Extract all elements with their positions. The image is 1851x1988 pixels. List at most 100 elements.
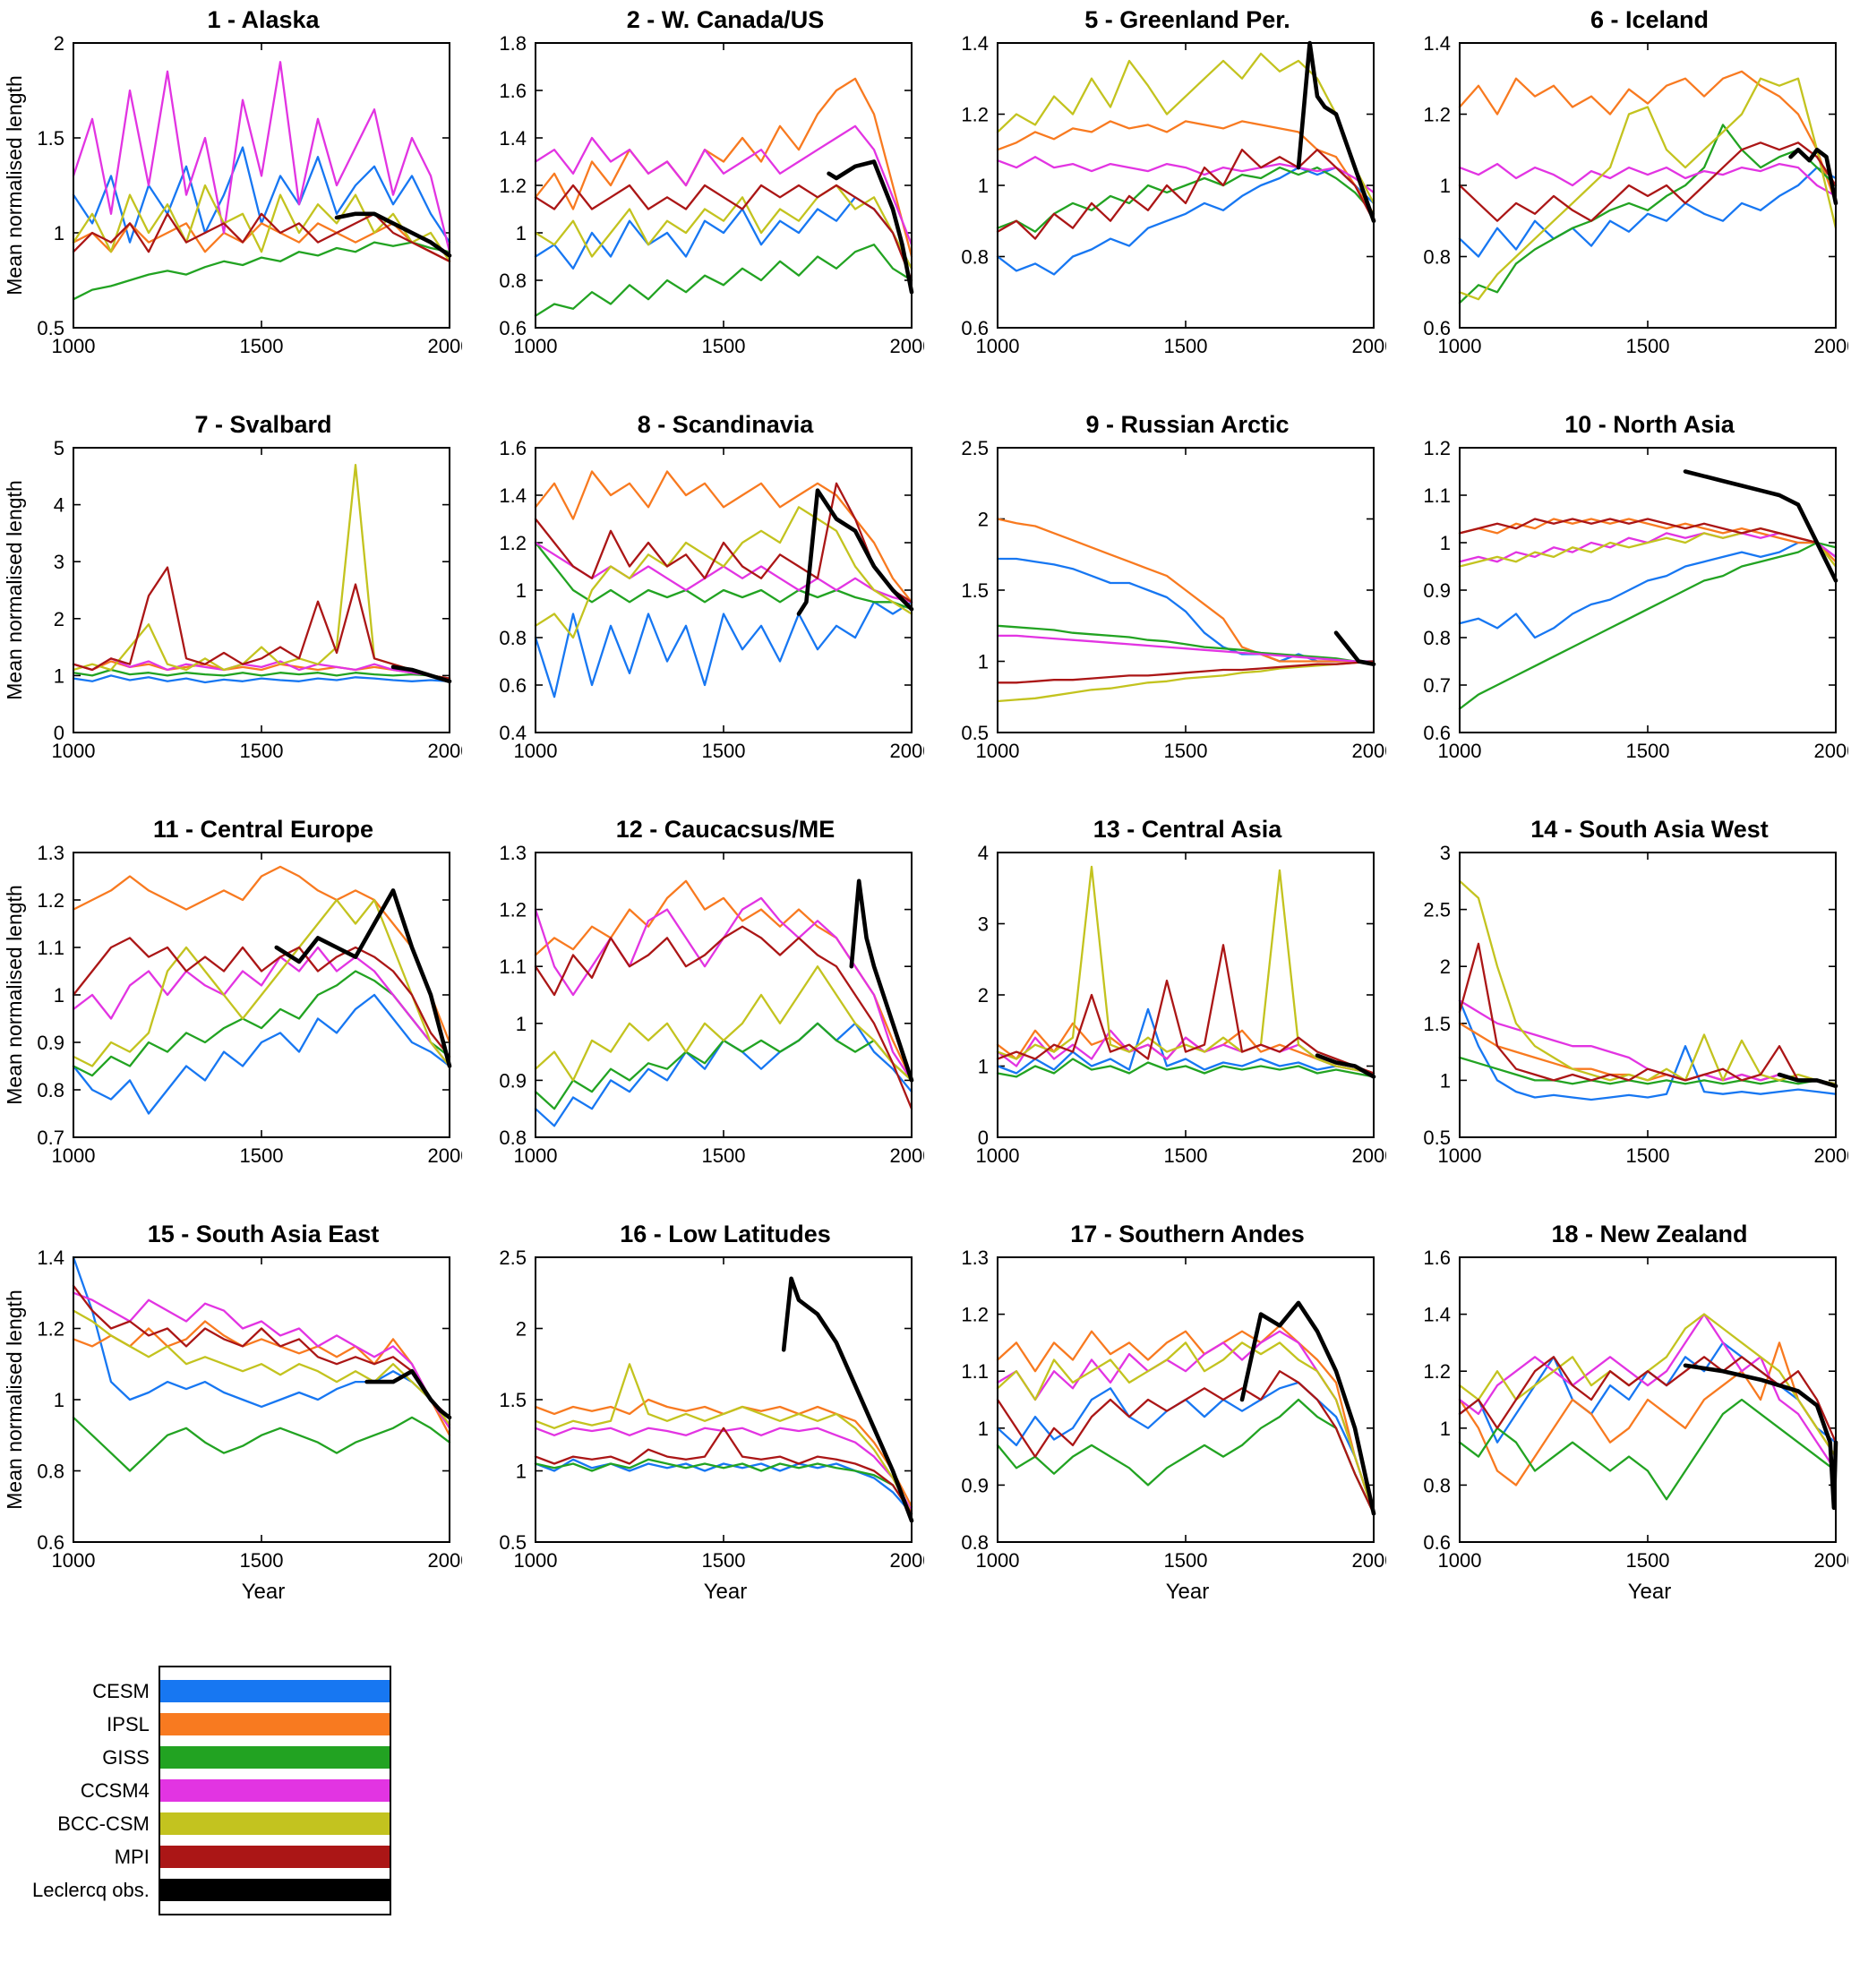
- y-tick-label: 1: [978, 1418, 989, 1440]
- y-tick-label: 2: [1440, 955, 1451, 978]
- y-tick-label: 0.5: [499, 1531, 527, 1554]
- y-tick-label: 0.5: [1423, 1127, 1451, 1149]
- series-line-ccsm4: [1458, 162, 1838, 198]
- series-line-giss: [72, 1416, 451, 1472]
- subplot-8-scandinavia: 8 - Scandinavia 0.4 0.6 0.8 1 1.2 1.4 1.6 1000 15…: [467, 408, 930, 813]
- series-line-bcc-csm: [534, 965, 913, 1082]
- series-line-ccsm4: [72, 657, 451, 680]
- series-line-cesm: [1458, 541, 1838, 639]
- series-line-leclercq-obs: [1777, 1072, 1838, 1089]
- x-tick-label: 1000: [514, 1144, 558, 1167]
- y-tick-label: 0.7: [1423, 674, 1451, 697]
- y-tick-label: 1.8: [499, 36, 527, 55]
- y-tick-label: 1.2: [37, 1318, 64, 1341]
- x-tick-label: 2000: [1352, 1144, 1386, 1167]
- y-tick-label: 0.5: [37, 317, 64, 339]
- series-line-ccsm4: [534, 124, 913, 246]
- series-line-mpi: [996, 149, 1375, 240]
- y-tick-label: 0.8: [1423, 627, 1451, 649]
- series-line-mpi: [72, 1284, 451, 1419]
- y-tick-label: 1.2: [499, 175, 527, 197]
- series-line-giss: [1458, 1398, 1838, 1501]
- y-axis-label: Mean normalised length: [5, 75, 26, 295]
- y-tick-label: 0.8: [961, 246, 989, 269]
- y-axis-label: Mean normalised length: [5, 885, 26, 1104]
- series-line-ipsl: [996, 120, 1375, 215]
- series-line-giss: [1458, 124, 1838, 304]
- series-line-ipsl: [72, 865, 451, 1044]
- legend-label: CESM: [92, 1680, 150, 1702]
- series-line-leclercq-obs: [849, 878, 914, 1083]
- y-axis-label: Mean normalised length: [5, 480, 26, 699]
- series-line-ipsl: [534, 470, 913, 604]
- x-tick-label: 2000: [1814, 1549, 1848, 1572]
- y-tick-label: 1.2: [499, 899, 527, 921]
- panel-title: 7 - Svalbard: [194, 411, 332, 438]
- series-line-leclercq-obs: [1683, 1363, 1838, 1511]
- y-tick-label: 1: [516, 579, 527, 602]
- plot-area: 0 1 2 3 4 5 1000 1500 2000 Mean normalised length: [5, 441, 462, 762]
- series-line-leclercq-obs: [1788, 147, 1838, 206]
- y-tick-label: 1: [516, 1013, 527, 1035]
- y-tick-label: 0.8: [1423, 1474, 1451, 1496]
- y-tick-label: 0.6: [499, 317, 527, 339]
- y-tick-label: 0.8: [37, 1461, 64, 1483]
- y-tick-label: 1.4: [1423, 1304, 1451, 1326]
- series-line-giss: [996, 1058, 1375, 1078]
- series-line-mpi: [534, 482, 913, 604]
- series-line-bcc-csm: [1458, 879, 1838, 1085]
- series-line-mpi: [534, 184, 913, 282]
- plot-area: 0.6 0.8 1 1.2 1.4 1.6 1000 1500 2000: [1423, 1250, 1848, 1572]
- x-tick-label: 1500: [1164, 1144, 1208, 1167]
- legend-swatch-bcc-csm: [159, 1812, 390, 1835]
- panel-title: 18 - New Zealand: [1551, 1221, 1748, 1247]
- y-tick-label: 2.5: [499, 1250, 527, 1269]
- series-line-mpi: [534, 1427, 913, 1515]
- series-line-mpi: [72, 212, 451, 262]
- y-tick-label: 1.4: [1423, 36, 1451, 55]
- y-tick-label: 0.7: [37, 1127, 64, 1149]
- x-tick-label: 1000: [1438, 1144, 1482, 1167]
- y-tick-label: 0.6: [1423, 722, 1451, 744]
- y-tick-label: 1: [978, 1056, 989, 1078]
- y-tick-label: 0.6: [37, 1531, 64, 1554]
- y-tick-label: 1.6: [1423, 1250, 1451, 1269]
- y-tick-label: 1.1: [499, 955, 527, 978]
- subplot-6-iceland: 6 - Iceland 0.6 0.8 1 1.2 1.4 1000 1500 2000: [1392, 4, 1851, 408]
- series-line-leclercq-obs: [796, 488, 914, 616]
- series-line-ipsl: [996, 518, 1375, 665]
- y-tick-label: 1.1: [961, 1360, 989, 1383]
- legend-label: GISS: [102, 1746, 150, 1769]
- y-tick-label: 1.3: [37, 845, 64, 864]
- y-tick-label: 1.4: [499, 127, 527, 150]
- y-tick-label: 1.6: [499, 441, 527, 459]
- y-tick-label: 0.6: [1423, 317, 1451, 339]
- series-line-leclercq-obs: [1683, 469, 1838, 583]
- x-tick-label: 1500: [240, 1144, 284, 1167]
- y-tick-label: 1: [516, 1461, 527, 1483]
- series-line-mpi: [1458, 518, 1838, 582]
- series-line-leclercq-obs: [334, 211, 452, 258]
- series-line-ccsm4: [996, 1330, 1375, 1515]
- y-tick-label: 0.9: [1423, 579, 1451, 602]
- series-line-mpi: [996, 944, 1375, 1075]
- series-line-bcc-csm: [72, 1309, 451, 1426]
- series-line-giss: [72, 241, 451, 301]
- y-tick-label: 1.2: [1423, 441, 1451, 459]
- subplot-14-south-asia-west: 14 - South Asia West 0.5 1 1.5 2 2.5 3 1000 1500…: [1392, 813, 1851, 1218]
- y-tick-label: 2: [516, 1318, 527, 1341]
- y-tick-label: 1.3: [961, 1250, 989, 1269]
- y-tick-label: 0.6: [1423, 1531, 1451, 1554]
- x-tick-label: 1500: [1164, 740, 1208, 762]
- y-tick-label: 1.5: [1423, 1013, 1451, 1035]
- series-line-leclercq-obs: [827, 159, 914, 295]
- y-tick-label: 1.2: [961, 1304, 989, 1326]
- y-tick-label: 0.8: [499, 1127, 527, 1149]
- series-line-mpi: [1458, 1356, 1838, 1444]
- series-line-bcc-csm: [996, 1341, 1375, 1515]
- x-tick-label: 1500: [240, 1549, 284, 1572]
- x-tick-label: 2000: [1352, 1549, 1386, 1572]
- x-tick-label: 1500: [1626, 740, 1670, 762]
- x-tick-label: 1000: [514, 740, 558, 762]
- legend-swatch-leclercq-obs: [159, 1879, 390, 1901]
